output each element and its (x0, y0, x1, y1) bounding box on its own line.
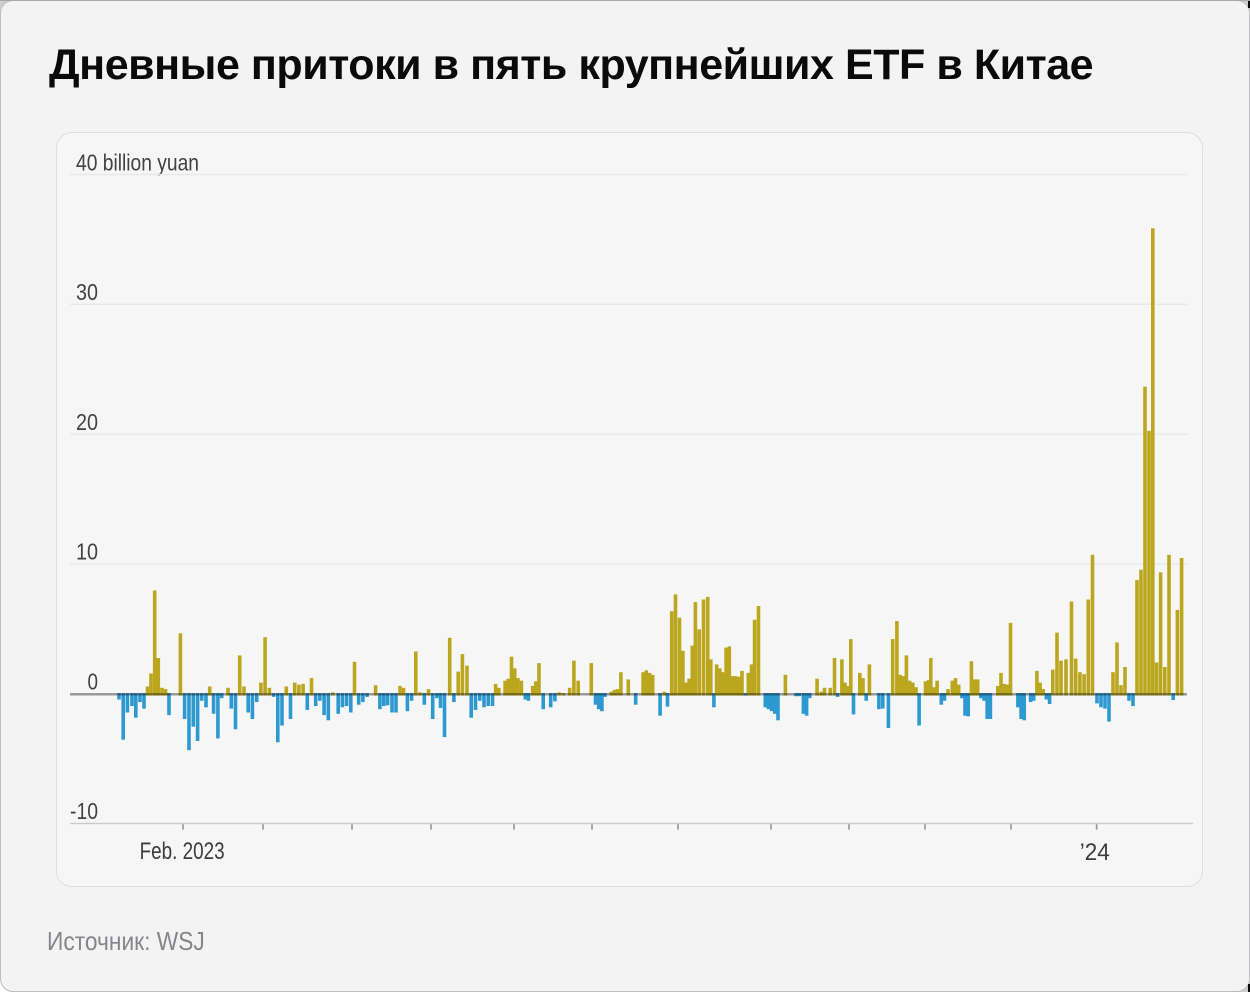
svg-text:20: 20 (76, 409, 98, 435)
svg-text:Feb. 2023: Feb. 2023 (140, 838, 225, 865)
svg-text:40 billion yuan: 40 billion yuan (76, 149, 199, 175)
svg-text:0: 0 (88, 668, 99, 694)
svg-text:’24: ’24 (1080, 839, 1110, 866)
svg-text:30: 30 (76, 279, 98, 305)
svg-text:-10: -10 (70, 798, 98, 824)
svg-text:10: 10 (76, 539, 98, 565)
